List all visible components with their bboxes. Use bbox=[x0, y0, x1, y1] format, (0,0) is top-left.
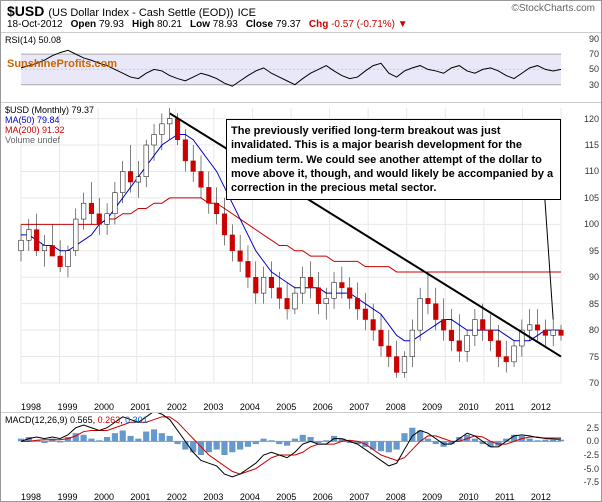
price-xaxis: 1998199920002001200220032004200520062007… bbox=[1, 402, 571, 412]
symbol-description: (US Dollar Index - Cash Settle (EOD)) bbox=[48, 7, 233, 19]
watermark: SunshineProfits.com bbox=[7, 58, 117, 70]
rsi-label: RSI(14) 50.08 bbox=[5, 35, 61, 45]
price-legend: $USD (Monthly) 79.37 MA(50) 79.84 MA(200… bbox=[5, 105, 94, 145]
rsi-panel: RSI(14) 50.08 SunshineProfits.com 305070… bbox=[1, 32, 601, 102]
stock-chart: $USD (US Dollar Index - Cash Settle (EOD… bbox=[0, 0, 602, 502]
macd-panel: MACD(12,26,9) 0.565, 0.263, 0.301 -7.5-5… bbox=[1, 412, 601, 502]
exchange: ICE bbox=[238, 7, 256, 19]
macd-label: MACD(12,26,9) 0.565, 0.263, 0.301 bbox=[5, 415, 148, 425]
macd-xaxis: 1998199920002001200220032004200520062007… bbox=[1, 492, 571, 502]
symbol: $USD bbox=[7, 3, 44, 19]
chart-header: $USD (US Dollar Index - Cash Settle (EOD… bbox=[1, 1, 601, 32]
credit: ©StockCharts.com bbox=[511, 3, 595, 14]
ohlc-line: 18-Oct-2012 Open 79.93 High 80.21 Low 78… bbox=[7, 19, 595, 30]
annotation-box: The previously verified long-term breako… bbox=[226, 119, 561, 200]
date: 18-Oct-2012 bbox=[7, 19, 63, 30]
